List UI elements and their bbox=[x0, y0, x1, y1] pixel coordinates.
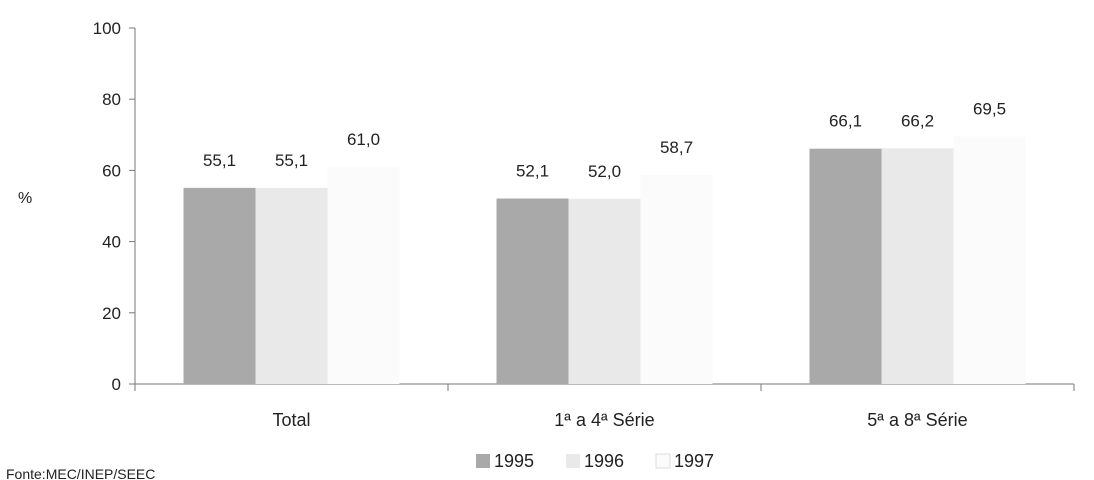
bar-1995 bbox=[496, 198, 569, 384]
value-label: 61,0 bbox=[347, 130, 380, 149]
bar-1997 bbox=[640, 175, 713, 384]
y-tick-label: 60 bbox=[102, 161, 121, 180]
legend-swatch bbox=[566, 454, 580, 468]
value-label: 69,5 bbox=[973, 100, 1006, 119]
y-tick-label: 0 bbox=[112, 375, 121, 394]
bar-1995 bbox=[809, 148, 882, 384]
bars bbox=[183, 136, 1026, 384]
y-axis: 0 20 40 60 80 100 bbox=[93, 19, 136, 394]
bar-1996 bbox=[255, 187, 328, 384]
source-note: Fonte:MEC/INEP/SEEC bbox=[6, 466, 155, 480]
y-tick-label: 100 bbox=[93, 19, 121, 38]
value-labels: 55,1 55,1 61,0 52,1 52,0 58,7 66,1 66,2 69,5 bbox=[203, 100, 1006, 181]
y-axis-label: % bbox=[18, 190, 32, 207]
x-category-label: Total bbox=[272, 410, 310, 430]
value-label: 66,2 bbox=[901, 111, 934, 130]
x-category-label: 5ª a 8ª Série bbox=[867, 410, 967, 430]
legend-label: 1995 bbox=[494, 451, 534, 471]
value-label: 52,0 bbox=[588, 162, 621, 181]
bar-1996 bbox=[568, 198, 641, 384]
value-label: 52,1 bbox=[516, 162, 549, 181]
bar-1996 bbox=[881, 148, 954, 384]
legend-label: 1996 bbox=[584, 451, 624, 471]
legend-label: 1997 bbox=[674, 451, 714, 471]
value-label: 66,1 bbox=[829, 112, 862, 131]
bar-1997 bbox=[953, 136, 1026, 384]
y-tick-label: 80 bbox=[102, 90, 121, 109]
legend: 1995 1996 1997 bbox=[476, 451, 714, 471]
x-category-label: 1ª a 4ª Série bbox=[554, 410, 654, 430]
value-label: 55,1 bbox=[275, 151, 308, 170]
bar-1997 bbox=[327, 166, 400, 384]
y-tick-label: 20 bbox=[102, 304, 121, 323]
value-label: 55,1 bbox=[203, 151, 236, 170]
legend-swatch bbox=[476, 454, 490, 468]
legend-swatch bbox=[655, 453, 671, 469]
value-label: 58,7 bbox=[660, 138, 693, 157]
bar-1995 bbox=[183, 187, 256, 384]
y-tick-label: 40 bbox=[102, 233, 121, 252]
x-axis: Total 1ª a 4ª Série 5ª a 8ª Série bbox=[134, 383, 1075, 430]
